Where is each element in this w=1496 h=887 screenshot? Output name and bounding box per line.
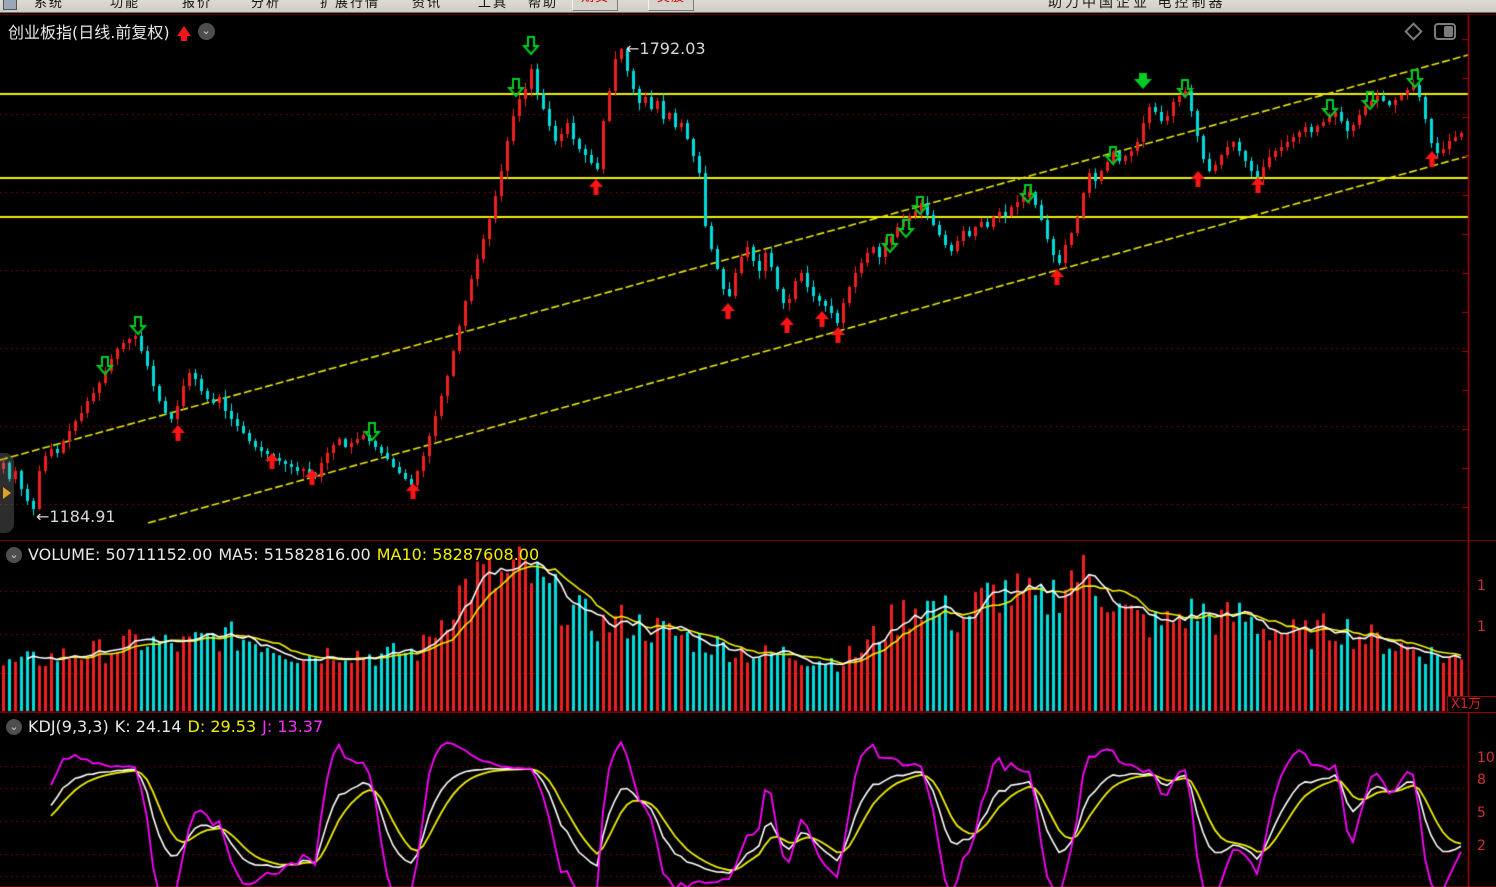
chart-title-row: 创业板指(日线.前复权) ⌄ [8, 21, 215, 42]
volume-axis-label-0: 1 [1477, 578, 1486, 594]
menu-hot-item-0[interactable]: 期货 [572, 0, 619, 11]
sidebar-expand-handle[interactable] [0, 453, 14, 533]
d-label: D: [187, 717, 206, 736]
menu-item-7[interactable]: 帮助 [528, 0, 559, 11]
kdj-canvas[interactable] [0, 713, 1496, 887]
app-icon [3, 0, 17, 10]
kdj-axis-label-0: 10 [1477, 750, 1495, 766]
ma10-label: MA10: [376, 545, 428, 564]
volume-axis-label-1: 1 [1477, 619, 1486, 635]
d-value: 29.53 [210, 717, 257, 736]
j-label: J: [262, 717, 273, 736]
kdj-panel[interactable]: ⌄ KDJ(9,3,3) K: 24.14 D: 29.53 J: 13.37 … [0, 712, 1496, 887]
kdj-axis-label-2: 5 [1477, 805, 1486, 821]
ma5-value: 51582816.00 [263, 545, 371, 564]
j-value: 13.37 [277, 717, 324, 736]
menu-item-5[interactable]: 资讯 [412, 0, 443, 11]
menu-item-2[interactable]: 报价 [182, 0, 213, 11]
volume-canvas[interactable] [0, 541, 1496, 712]
volume-panel[interactable]: ⌄ VOLUME: 50711152.00 MA5: 51582816.00 M… [0, 540, 1496, 713]
red-up-arrow-icon [176, 26, 191, 41]
kdj-header: ⌄ KDJ(9,3,3) K: 24.14 D: 29.53 J: 13.37 [6, 717, 323, 736]
low-price-annotation: ←1184.91 [36, 507, 116, 526]
kdj-label: KDJ(9,3,3) [28, 717, 109, 736]
volume-value: 50711152.00 [105, 545, 213, 564]
menu-hot-item-1[interactable]: 美股 [648, 0, 695, 11]
chevron-down-icon[interactable]: ⌄ [6, 546, 22, 563]
chevron-down-icon[interactable]: ⌄ [197, 22, 215, 40]
high-price-annotation: ←1792.03 [626, 39, 706, 58]
k-value: 24.14 [135, 717, 182, 736]
menu-item-3[interactable]: 分析 [251, 0, 282, 11]
volume-unit-label: X1万 [1447, 696, 1496, 713]
volume-label: VOLUME: [28, 545, 101, 564]
expand-arrow-icon [3, 487, 11, 499]
diamond-icon[interactable] [1404, 22, 1423, 41]
menu-bar: 助力中国企业 电控制器 系统 功能 报价 分析 扩展行情 资讯 工具 帮助 期货 美股 [0, 0, 1496, 13]
volume-header: ⌄ VOLUME: 50711152.00 MA5: 51582816.00 M… [6, 545, 539, 564]
menu-item-0[interactable]: 系统 [34, 0, 65, 11]
ma10-value: 58287608.00 [432, 545, 540, 564]
ma5-label: MA5: [218, 545, 259, 564]
menu-item-4[interactable]: 扩展行情 [320, 0, 381, 11]
chevron-down-icon[interactable]: ⌄ [6, 718, 22, 735]
menu-item-6[interactable]: 工具 [478, 0, 509, 11]
news-ticker: 助力中国企业 电控制器 [1048, 0, 1226, 11]
k-label: K: [114, 717, 131, 736]
split-view-icon[interactable] [1434, 23, 1456, 40]
menu-item-1[interactable]: 功能 [110, 0, 141, 11]
kdj-axis-label-3: 2 [1477, 838, 1486, 854]
main-chart-panel[interactable]: 创业板指(日线.前复权) ⌄ ←1792.03 ←1184.91 [0, 14, 1496, 540]
kdj-axis-label-1: 8 [1477, 772, 1486, 788]
candlestick-canvas[interactable] [0, 15, 1496, 540]
chart-title: 创业板指(日线.前复权) [8, 23, 170, 42]
